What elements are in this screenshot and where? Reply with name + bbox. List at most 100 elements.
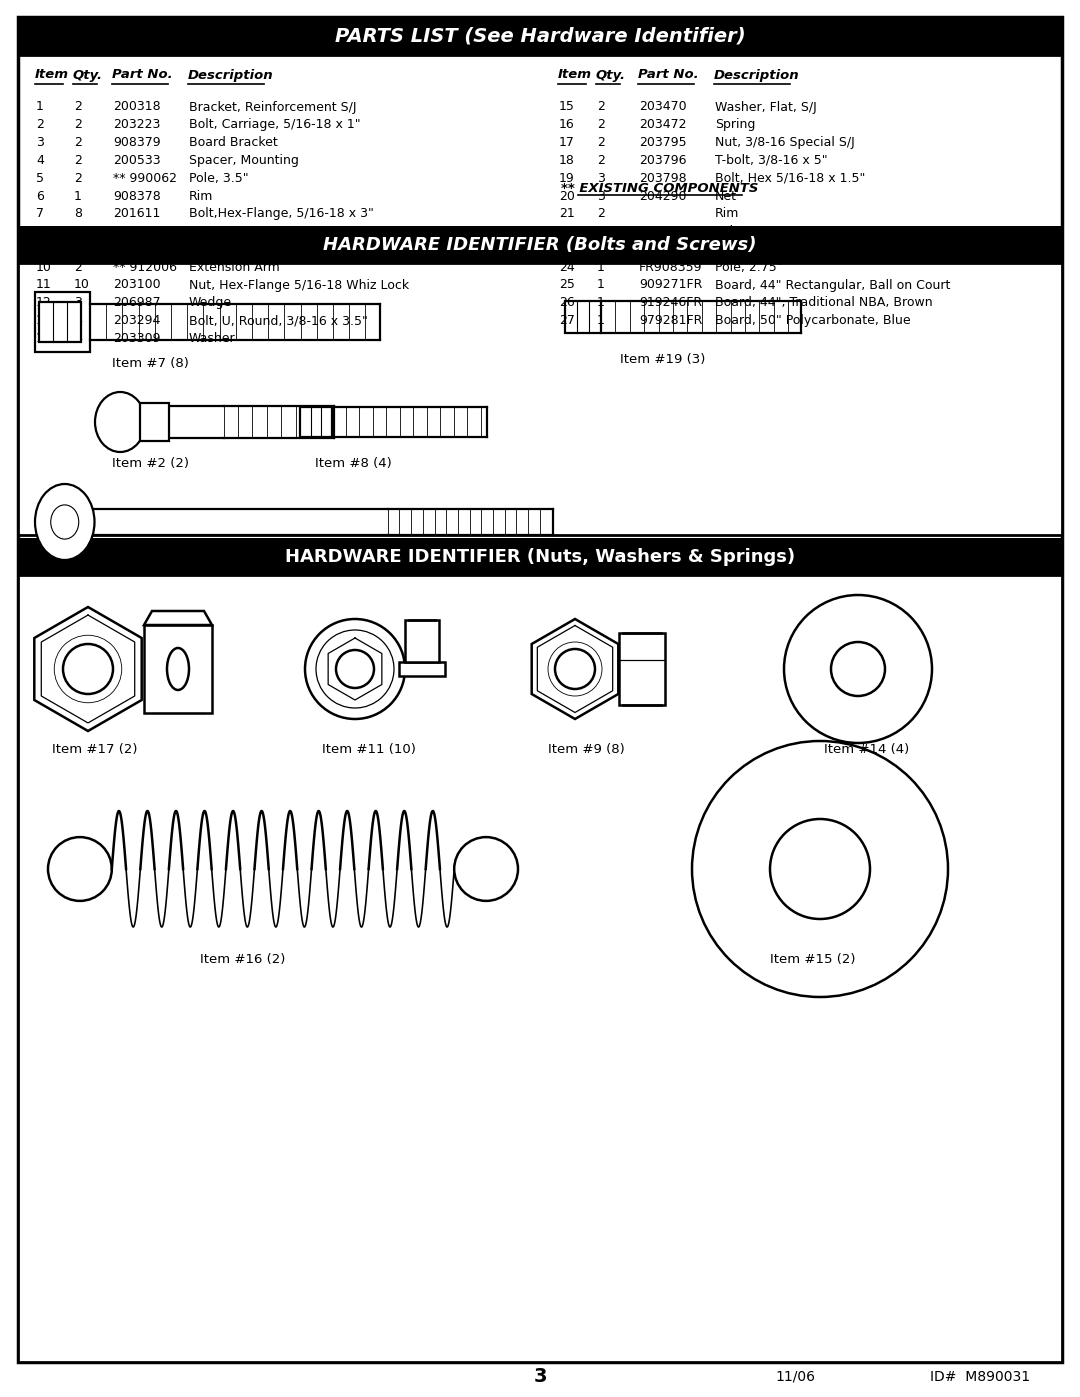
Text: Bracket, Reinforcement S/J: Bracket, Reinforcement S/J <box>189 101 356 113</box>
Circle shape <box>770 819 870 919</box>
Polygon shape <box>531 619 619 719</box>
Text: 200533: 200533 <box>113 154 161 166</box>
Text: 25: 25 <box>559 278 575 292</box>
Text: 18: 18 <box>559 154 575 166</box>
Text: 2: 2 <box>75 136 82 149</box>
Text: 10: 10 <box>75 278 90 292</box>
Text: Item #11 (10): Item #11 (10) <box>322 742 416 756</box>
Text: 908378: 908378 <box>113 190 161 203</box>
Text: Item #14 (4): Item #14 (4) <box>824 742 909 756</box>
Text: Rim: Rim <box>189 190 214 203</box>
Circle shape <box>831 643 885 696</box>
Text: 2: 2 <box>597 101 605 113</box>
Text: Bolt, U, Round, 3/8-16 x 3.5": Bolt, U, Round, 3/8-16 x 3.5" <box>189 314 368 327</box>
Text: 1: 1 <box>597 261 605 274</box>
Text: 9: 9 <box>36 243 44 256</box>
Bar <box>399 662 445 676</box>
Bar <box>18 226 1062 263</box>
Text: 2: 2 <box>597 136 605 149</box>
Text: Item #2 (2): Item #2 (2) <box>112 457 189 471</box>
Text: 20: 20 <box>559 190 575 203</box>
Bar <box>18 539 1062 1362</box>
Text: 23: 23 <box>559 243 575 256</box>
Text: Bolt,Hex-Flange, 5/16-18 x 3": Bolt,Hex-Flange, 5/16-18 x 3" <box>189 207 374 221</box>
Text: 2: 2 <box>75 101 82 113</box>
Circle shape <box>555 650 595 689</box>
Bar <box>144 624 212 712</box>
Text: Item #19 (3): Item #19 (3) <box>620 352 705 366</box>
Text: Pole, 2.75": Pole, 2.75" <box>715 261 783 274</box>
Text: Nut, 3/8-16 Special S/J: Nut, 3/8-16 Special S/J <box>715 136 854 149</box>
Text: Part No.: Part No. <box>638 68 699 81</box>
Text: 3: 3 <box>75 296 82 309</box>
Text: 5: 5 <box>36 172 44 184</box>
Text: 1: 1 <box>597 278 605 292</box>
Text: T-bolt, 3/8-16 x 5": T-bolt, 3/8-16 x 5" <box>715 154 827 166</box>
Ellipse shape <box>35 483 95 560</box>
Text: 15: 15 <box>559 101 575 113</box>
Bar <box>405 620 438 662</box>
Text: 200318: 200318 <box>113 101 161 113</box>
Text: Nut, Hex-Flange 5/16-18 Whiz Lock: Nut, Hex-Flange 5/16-18 Whiz Lock <box>189 278 409 292</box>
Text: 908379: 908379 <box>113 136 161 149</box>
Text: Lock Nut, 3/8-16 Nylon Insert: Lock Nut, 3/8-16 Nylon Insert <box>189 243 372 256</box>
Text: 27: 27 <box>559 314 575 327</box>
Text: Item #9 (8): Item #9 (8) <box>548 742 624 756</box>
Text: 4: 4 <box>75 314 82 327</box>
Circle shape <box>455 837 518 901</box>
Text: 10: 10 <box>36 261 52 274</box>
Text: Description: Description <box>714 68 799 81</box>
Text: 1: 1 <box>597 314 605 327</box>
Text: 4: 4 <box>36 154 44 166</box>
Text: 919246FR: 919246FR <box>639 296 702 309</box>
Text: Item #17 (2): Item #17 (2) <box>52 742 137 756</box>
Circle shape <box>336 650 374 687</box>
Bar <box>619 633 665 705</box>
Text: 11: 11 <box>36 278 52 292</box>
Bar <box>18 539 1062 576</box>
Text: 13: 13 <box>36 314 52 327</box>
Text: 203223: 203223 <box>113 119 160 131</box>
Text: Part No.: Part No. <box>112 68 173 81</box>
Text: 2: 2 <box>75 119 82 131</box>
Text: 203796: 203796 <box>639 154 687 166</box>
Text: 2: 2 <box>597 207 605 221</box>
Text: Pole Cap, 3.5": Pole Cap, 3.5" <box>715 225 804 237</box>
Text: 2: 2 <box>597 154 605 166</box>
Text: 12: 12 <box>36 296 52 309</box>
Text: Item #8 (4): Item #8 (4) <box>315 457 392 471</box>
Text: 205544: 205544 <box>113 225 161 237</box>
Text: 26: 26 <box>559 296 575 309</box>
Text: 14: 14 <box>36 332 52 345</box>
Text: 8: 8 <box>36 225 44 237</box>
Text: Item: Item <box>35 68 69 81</box>
Text: 3: 3 <box>36 136 44 149</box>
Polygon shape <box>144 610 212 624</box>
Text: 203294: 203294 <box>113 314 160 327</box>
Text: 203100: 203100 <box>113 278 161 292</box>
Text: Item #16 (2): Item #16 (2) <box>200 953 285 965</box>
Text: Item #18 (2): Item #18 (2) <box>148 556 233 569</box>
Text: Washer, Flat, S/J: Washer, Flat, S/J <box>715 101 816 113</box>
Text: Board, 44", Traditional NBA, Brown: Board, 44", Traditional NBA, Brown <box>715 296 933 309</box>
Circle shape <box>48 837 112 901</box>
Text: Pole, 3.5": Pole, 3.5" <box>189 172 248 184</box>
Text: PARTS LIST (See Hardware Identifier): PARTS LIST (See Hardware Identifier) <box>335 27 745 46</box>
Text: 6: 6 <box>36 190 44 203</box>
Text: 1: 1 <box>597 296 605 309</box>
Text: 4: 4 <box>75 225 82 237</box>
Text: Bracket, S/J: Bracket, S/J <box>715 243 786 256</box>
Text: 16: 16 <box>559 119 575 131</box>
Bar <box>139 402 168 441</box>
Text: Extension Arm: Extension Arm <box>189 261 280 274</box>
Ellipse shape <box>167 648 189 690</box>
Text: 11/06: 11/06 <box>775 1370 815 1384</box>
Text: Spacer, Mounting: Spacer, Mounting <box>189 154 299 166</box>
Text: 21: 21 <box>559 207 575 221</box>
Text: Board, 44" Rectangular, Ball on Court: Board, 44" Rectangular, Ball on Court <box>715 278 950 292</box>
Circle shape <box>692 740 948 997</box>
Text: 201611: 201611 <box>113 207 160 221</box>
Text: 2: 2 <box>75 154 82 166</box>
Text: Board, 50" Polycarbonate, Blue: Board, 50" Polycarbonate, Blue <box>715 314 910 327</box>
Text: Bolt, 5/16-18 x 1.25": Bolt, 5/16-18 x 1.25" <box>189 225 319 237</box>
